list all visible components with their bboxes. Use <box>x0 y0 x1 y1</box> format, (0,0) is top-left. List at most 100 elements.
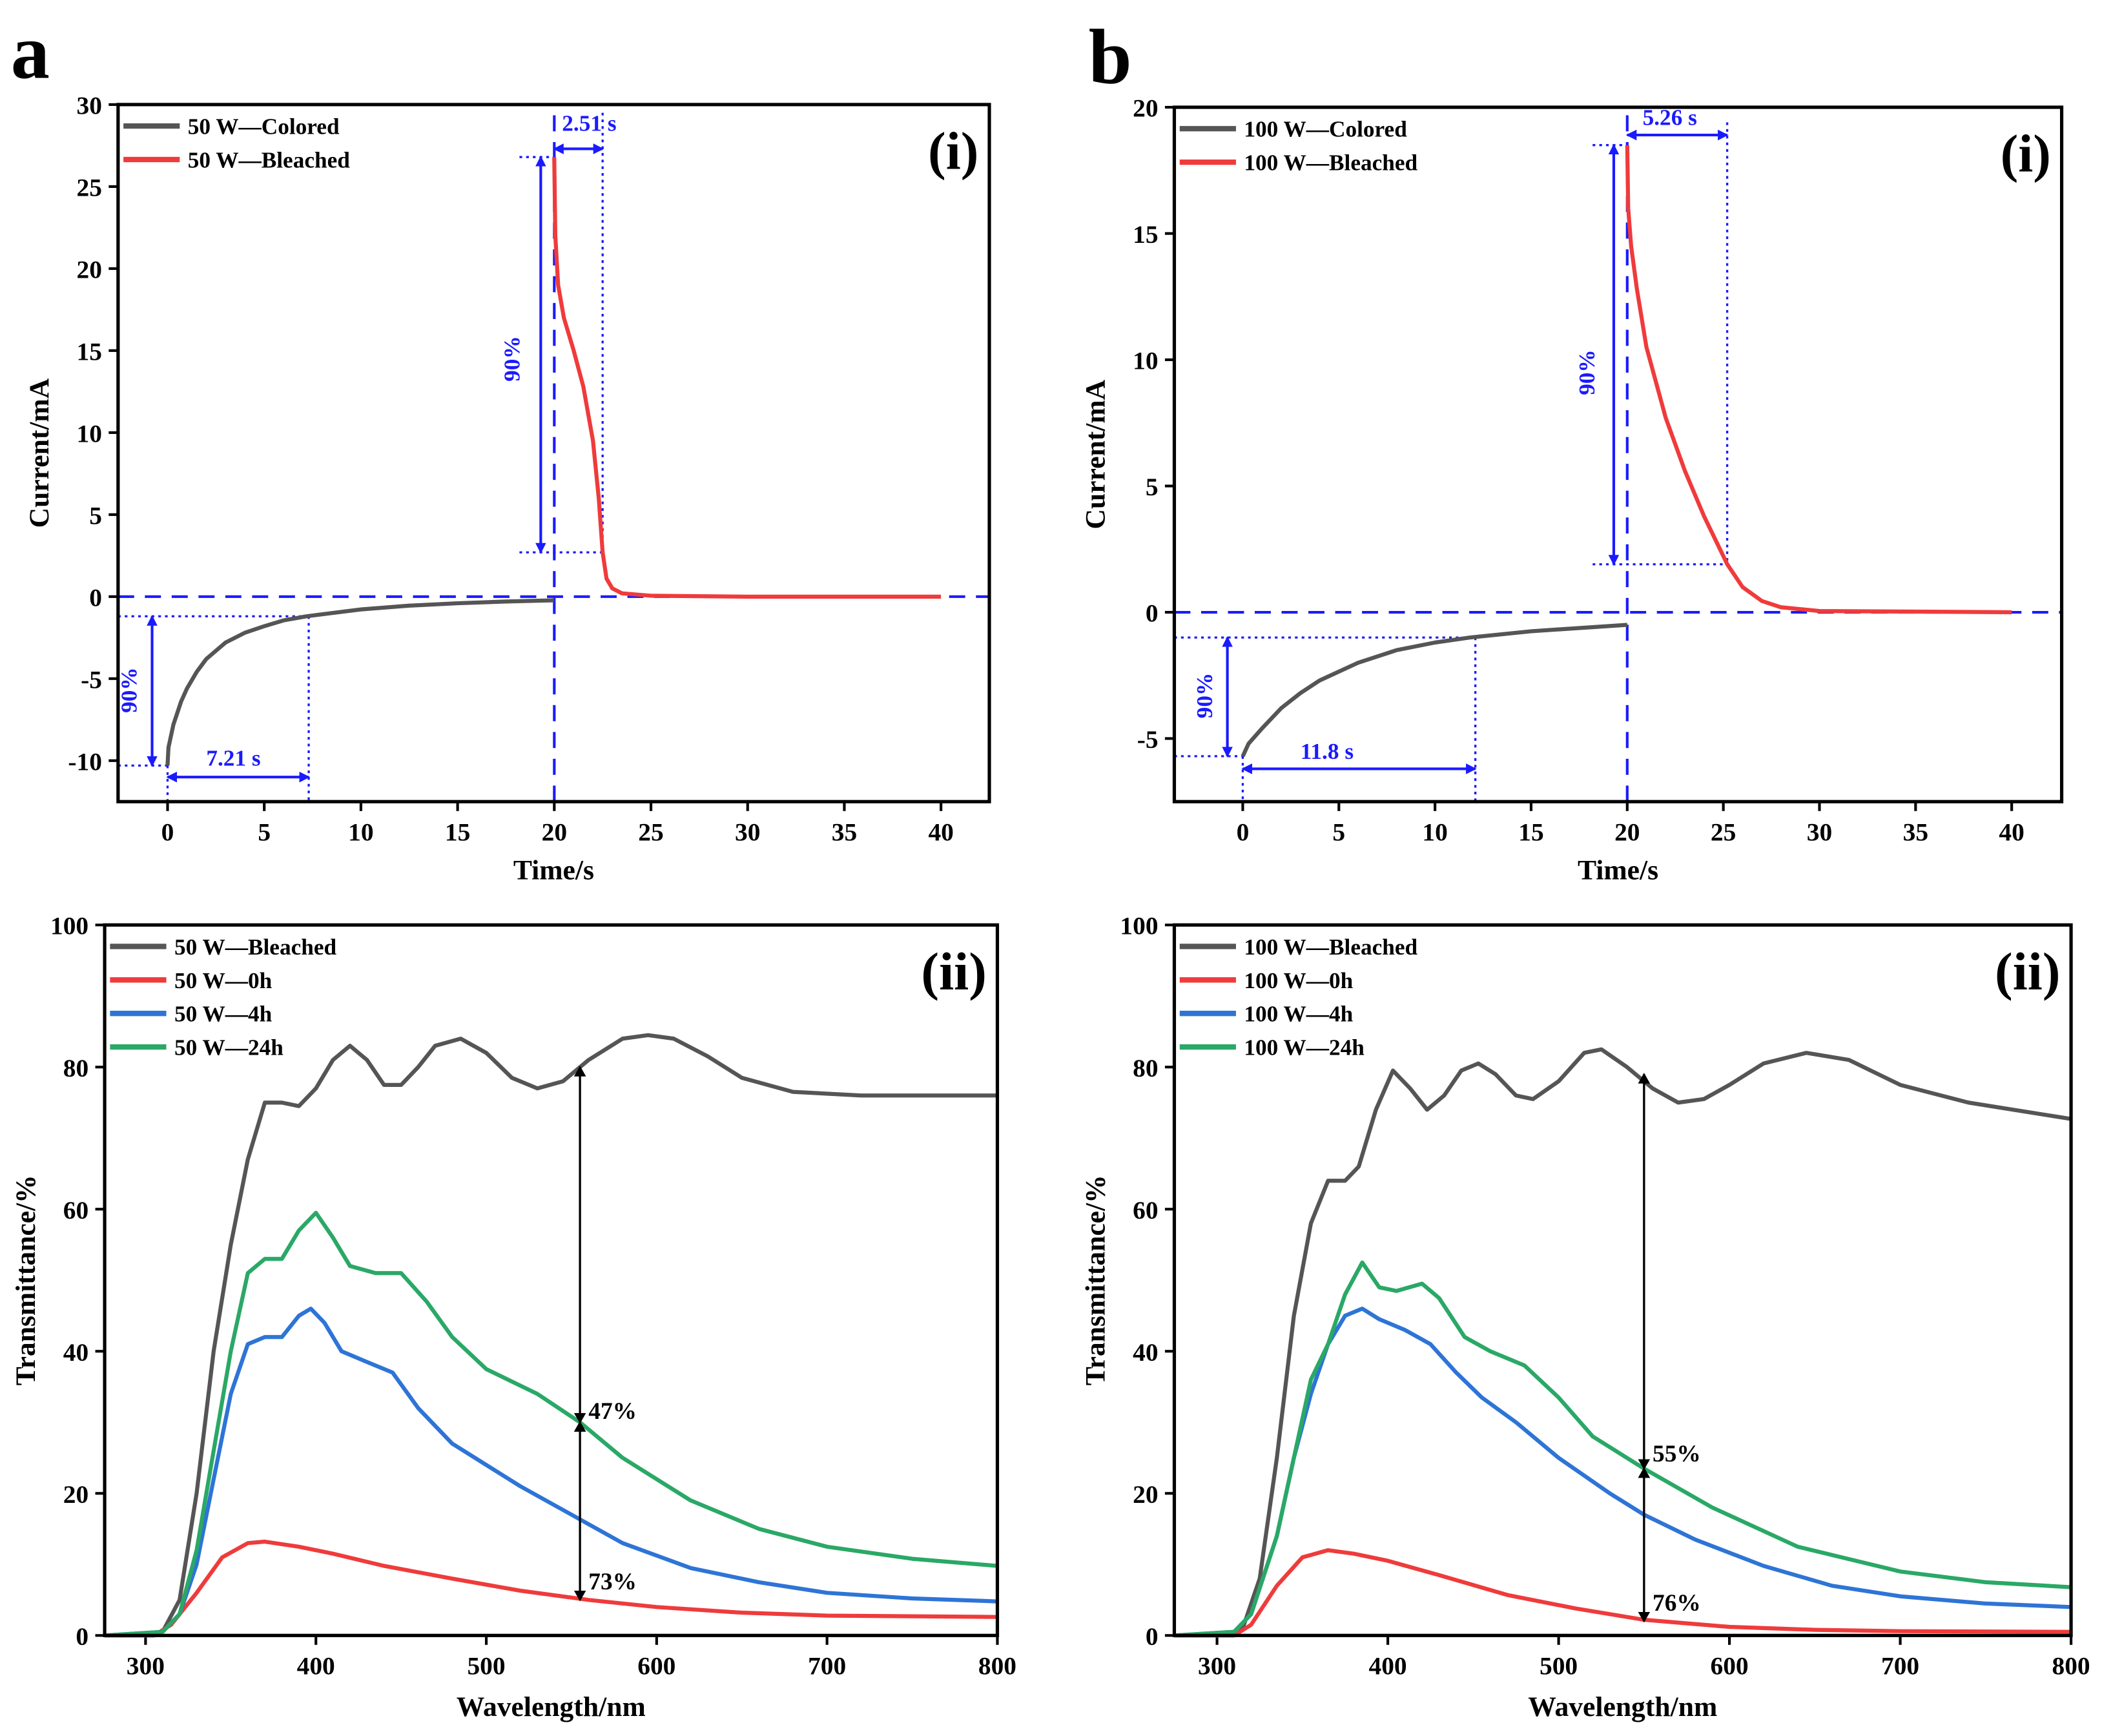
x-tick-label: 40 <box>1999 818 2024 846</box>
x-tick-label: 800 <box>2052 1652 2090 1680</box>
y-tick-label: 100 <box>50 912 88 940</box>
y-tick-label: 20 <box>63 1480 88 1509</box>
y-tick-label: 30 <box>76 91 101 119</box>
chart-b-ii: 300 400 500 600 700 800 0 20 40 60 80 100 Wavelength… <box>1080 912 2090 1722</box>
legend-label: 100 W—0h <box>1244 968 1353 993</box>
chart-a-i: 0 5 10 15 20 25 30 35 40 -10 -5 0 5 10 15 20 25 30 Time/s C… <box>24 91 991 886</box>
annotation-label: 90% <box>499 336 524 382</box>
y-tick-label: 60 <box>63 1196 88 1224</box>
y-tick-label: 10 <box>1133 347 1158 375</box>
x-tick-label: 500 <box>467 1652 505 1680</box>
y-tick-label: 40 <box>63 1338 88 1367</box>
subpanel-tag: (i) <box>2001 124 2051 183</box>
y-axis-label: Transmittance/% <box>1080 1175 1111 1385</box>
subpanel-tag: (ii) <box>1995 942 2060 1001</box>
x-tick-label: 300 <box>127 1652 165 1680</box>
y-tick-label: -10 <box>68 747 102 776</box>
y-tick-label: -5 <box>81 665 102 694</box>
legend-label: 100 W—4h <box>1244 1002 1353 1027</box>
series-line-1 <box>105 1033 998 1638</box>
chart-a-ii: 300 400 500 600 700 800 0 20 40 60 80 100 Wavelength… <box>10 912 1016 1722</box>
annotation-label: 2.51 s <box>562 111 616 136</box>
y-tick-label: 5 <box>1146 473 1159 501</box>
annotation-label: 73% <box>588 1569 637 1595</box>
x-tick-label: 500 <box>1540 1652 1578 1680</box>
series-line-4 <box>1174 1260 2072 1638</box>
y-tick-label: -5 <box>1137 725 1159 754</box>
series-line-1 <box>1241 623 1628 758</box>
series-line-4 <box>104 1210 998 1638</box>
series-line-3 <box>104 1307 998 1638</box>
annotation-label: 11.8 s <box>1301 739 1354 764</box>
subpanel-tag: (i) <box>928 121 978 181</box>
annotation-label: 76% <box>1653 1590 1701 1617</box>
y-tick-label: 100 <box>1120 912 1158 940</box>
annotation-label: 7.21 s <box>206 745 260 770</box>
x-tick-label: 300 <box>1198 1652 1236 1680</box>
series-line-2 <box>105 1539 998 1638</box>
y-tick-label: 10 <box>76 419 101 448</box>
x-tick-label: 20 <box>542 818 567 846</box>
plot-frame <box>116 103 991 803</box>
annotation-label: 55% <box>1653 1441 1701 1467</box>
y-tick-label: 0 <box>76 1622 88 1651</box>
x-tick-label: 30 <box>735 818 760 846</box>
x-axis-label: Time/s <box>1578 855 1658 886</box>
legend-label: 50 W—Bleached <box>174 935 336 960</box>
legend-label: 100 W—24h <box>1244 1035 1365 1060</box>
x-tick-label: 0 <box>161 818 174 846</box>
y-tick-label: 15 <box>76 337 101 366</box>
x-tick-label: 35 <box>1903 818 1928 846</box>
subpanel-tag: (ii) <box>921 942 986 1001</box>
x-tick-label: 10 <box>348 818 373 846</box>
x-tick-label: 600 <box>637 1652 675 1680</box>
series-line-2 <box>552 157 942 599</box>
x-tick-label: 700 <box>1881 1652 1919 1680</box>
x-tick-label: 800 <box>978 1652 1016 1680</box>
x-tick-label: 400 <box>297 1652 335 1680</box>
series-line-2 <box>1625 145 2012 615</box>
x-tick-label: 600 <box>1711 1652 1749 1680</box>
y-tick-label: 60 <box>1133 1196 1158 1224</box>
x-axis-label: Time/s <box>513 855 594 886</box>
x-tick-label: 400 <box>1369 1652 1407 1680</box>
x-tick-label: 15 <box>1518 818 1543 846</box>
annotation-label: 90% <box>117 667 142 713</box>
panel-label-b: b <box>1089 15 1132 101</box>
y-tick-label: 25 <box>76 173 101 202</box>
x-tick-label: 20 <box>1614 818 1640 846</box>
y-tick-label: 20 <box>1133 94 1158 123</box>
legend-label: 50 W—Bleached <box>188 147 350 172</box>
y-tick-label: 80 <box>63 1054 88 1082</box>
panel-label-a: a <box>11 9 50 95</box>
legend-label: 50 W—0h <box>174 968 273 993</box>
legend-label: 50 W—24h <box>174 1035 283 1060</box>
legend-label: 100 W—Bleached <box>1244 150 1417 176</box>
series-line-3 <box>1174 1307 2072 1638</box>
x-tick-label: 10 <box>1422 818 1447 846</box>
y-axis-label: Transmittance/% <box>10 1175 41 1385</box>
x-tick-label: 5 <box>258 818 271 846</box>
y-tick-label: 0 <box>89 583 102 612</box>
legend-label: 100 W—Bleached <box>1244 935 1417 960</box>
x-axis-label: Wavelength/nm <box>1528 1691 1717 1722</box>
plot-frame <box>1172 105 2064 803</box>
annotation-label: 90% <box>1192 673 1217 719</box>
y-axis-label: Current/mA <box>1080 379 1111 529</box>
x-tick-label: 15 <box>445 818 470 846</box>
x-tick-label: 40 <box>928 818 953 846</box>
x-axis-label: Wavelength/nm <box>457 1691 646 1722</box>
y-tick-label: 80 <box>1133 1054 1158 1082</box>
plot-frame <box>1172 923 2073 1637</box>
y-tick-label: 20 <box>76 255 101 284</box>
x-tick-label: 5 <box>1332 818 1345 846</box>
y-tick-label: 15 <box>1133 220 1158 249</box>
plot-frame <box>103 923 1000 1637</box>
legend-label: 100 W—Colored <box>1244 117 1407 142</box>
y-tick-label: 0 <box>1146 599 1159 628</box>
y-axis-label: Current/mA <box>24 378 55 528</box>
y-tick-label: 40 <box>1133 1338 1158 1367</box>
x-tick-label: 25 <box>1711 818 1736 846</box>
x-tick-label: 25 <box>638 818 663 846</box>
